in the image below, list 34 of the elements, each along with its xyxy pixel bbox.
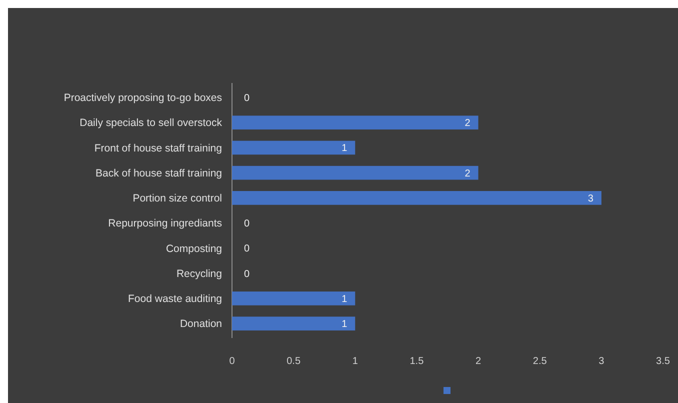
y-tick-label: Portion size control [132, 192, 222, 205]
data-label: 0 [244, 268, 250, 280]
data-label: 1 [342, 294, 348, 305]
data-label: 0 [244, 92, 250, 104]
x-tick-label: 1 [352, 356, 358, 367]
y-tick-label: Daily specials to sell overstock [80, 117, 223, 130]
data-label: 2 [464, 118, 471, 130]
y-tick-label: Food waste auditing [128, 293, 222, 306]
y-tick-label: Composting [166, 242, 222, 255]
x-tick-label: 3.5 [656, 356, 670, 367]
x-tick-label: 3 [598, 356, 605, 367]
y-tick-label: Front of house staff training [94, 142, 222, 154]
x-tick-label: 2 [476, 356, 482, 367]
y-tick-label: Proactively proposing to-go boxes [64, 92, 222, 104]
y-tick-label: Back of house staff training [96, 167, 222, 180]
y-tick-label: Recycling [176, 268, 222, 280]
bar [232, 166, 478, 180]
data-label: 2 [464, 168, 471, 180]
bar [232, 316, 356, 330]
data-label: 1 [342, 319, 348, 330]
bar [232, 191, 602, 205]
bar [232, 292, 356, 306]
bar [232, 116, 478, 130]
x-tick-label: 0.5 [286, 356, 301, 367]
data-label: 0 [244, 244, 250, 255]
data-label: 3 [588, 193, 594, 204]
x-tick-label: 0 [229, 356, 236, 367]
data-label: 0 [244, 218, 250, 230]
x-tick-label: 2.5 [532, 356, 548, 367]
x-tick-label: 1.5 [410, 356, 424, 367]
y-tick-label: Repurposing ingrediants [108, 218, 222, 230]
bar [232, 140, 356, 155]
data-label: 1 [342, 143, 348, 154]
y-tick-label: Donation [180, 318, 222, 330]
